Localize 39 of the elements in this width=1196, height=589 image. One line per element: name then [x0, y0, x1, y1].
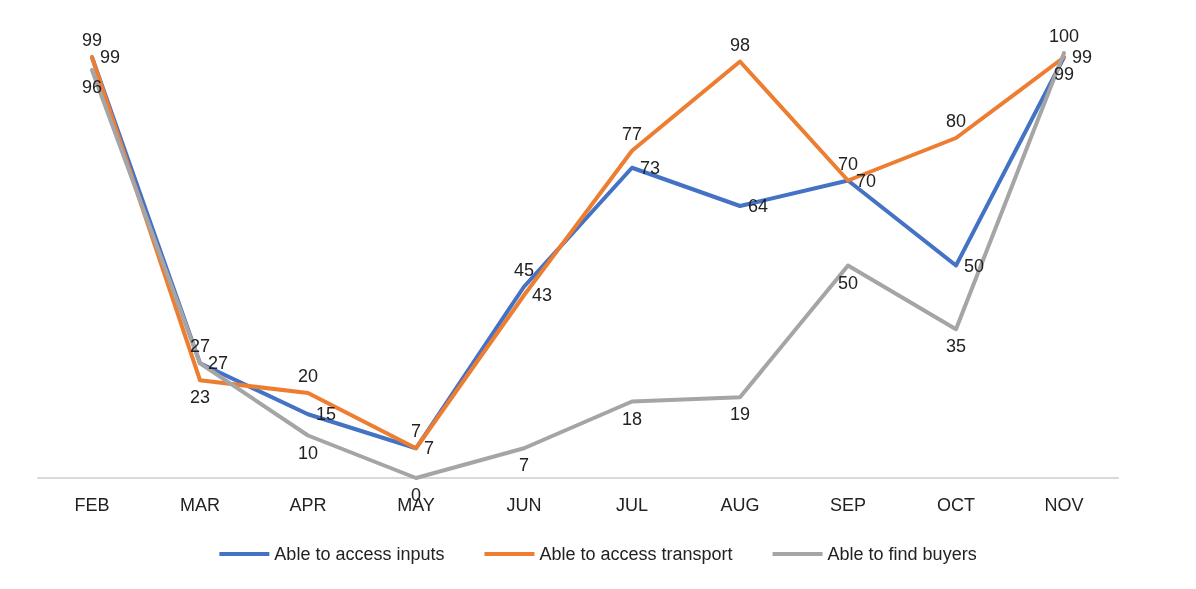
data-label: 7 — [410, 421, 422, 442]
data-label: 23 — [189, 387, 211, 408]
data-label: 20 — [297, 366, 319, 386]
data-label: 18 — [621, 408, 643, 429]
data-label: 50 — [837, 272, 859, 293]
x-tick-label: SEP — [829, 495, 867, 515]
data-label: 77 — [621, 123, 643, 144]
x-tick-label: APR — [289, 495, 327, 515]
data-label: 19 — [729, 404, 751, 425]
data-label: 70 — [856, 170, 877, 191]
data-label: 70 — [837, 153, 859, 174]
legend-label: Able to access inputs — [274, 544, 445, 564]
x-tick-label: JUL — [615, 495, 649, 515]
data-label: 73 — [640, 157, 661, 178]
data-label: 45 — [513, 259, 535, 280]
data-label: 50 — [964, 255, 985, 276]
x-tick-label: OCT — [937, 495, 975, 515]
data-label: 99 — [1072, 47, 1093, 68]
legend-label: Able to access transport — [539, 544, 733, 564]
legend-label: Able to find buyers — [827, 544, 977, 564]
data-label: 7 — [424, 438, 435, 459]
x-tick-label: AUG — [720, 495, 760, 515]
data-label: 99 — [1053, 64, 1075, 85]
data-label: 27 — [208, 353, 229, 374]
data-label: 43 — [532, 285, 553, 306]
data-label: 99 — [100, 47, 121, 68]
x-tick-label: NOV — [1044, 495, 1084, 515]
x-tick-label: FEB — [74, 495, 110, 515]
data-label: 10 — [297, 442, 319, 463]
data-label: 80 — [945, 111, 967, 131]
data-label: 7 — [518, 455, 530, 476]
x-tick-label: JUN — [506, 495, 542, 515]
data-label: 100 — [1048, 26, 1080, 46]
data-label: 35 — [945, 336, 967, 357]
data-label: 27 — [189, 336, 211, 357]
data-label: 96 — [81, 77, 103, 97]
data-label: 98 — [729, 34, 751, 55]
data-label: 99 — [81, 30, 103, 51]
x-tick-label: MAR — [180, 495, 220, 515]
